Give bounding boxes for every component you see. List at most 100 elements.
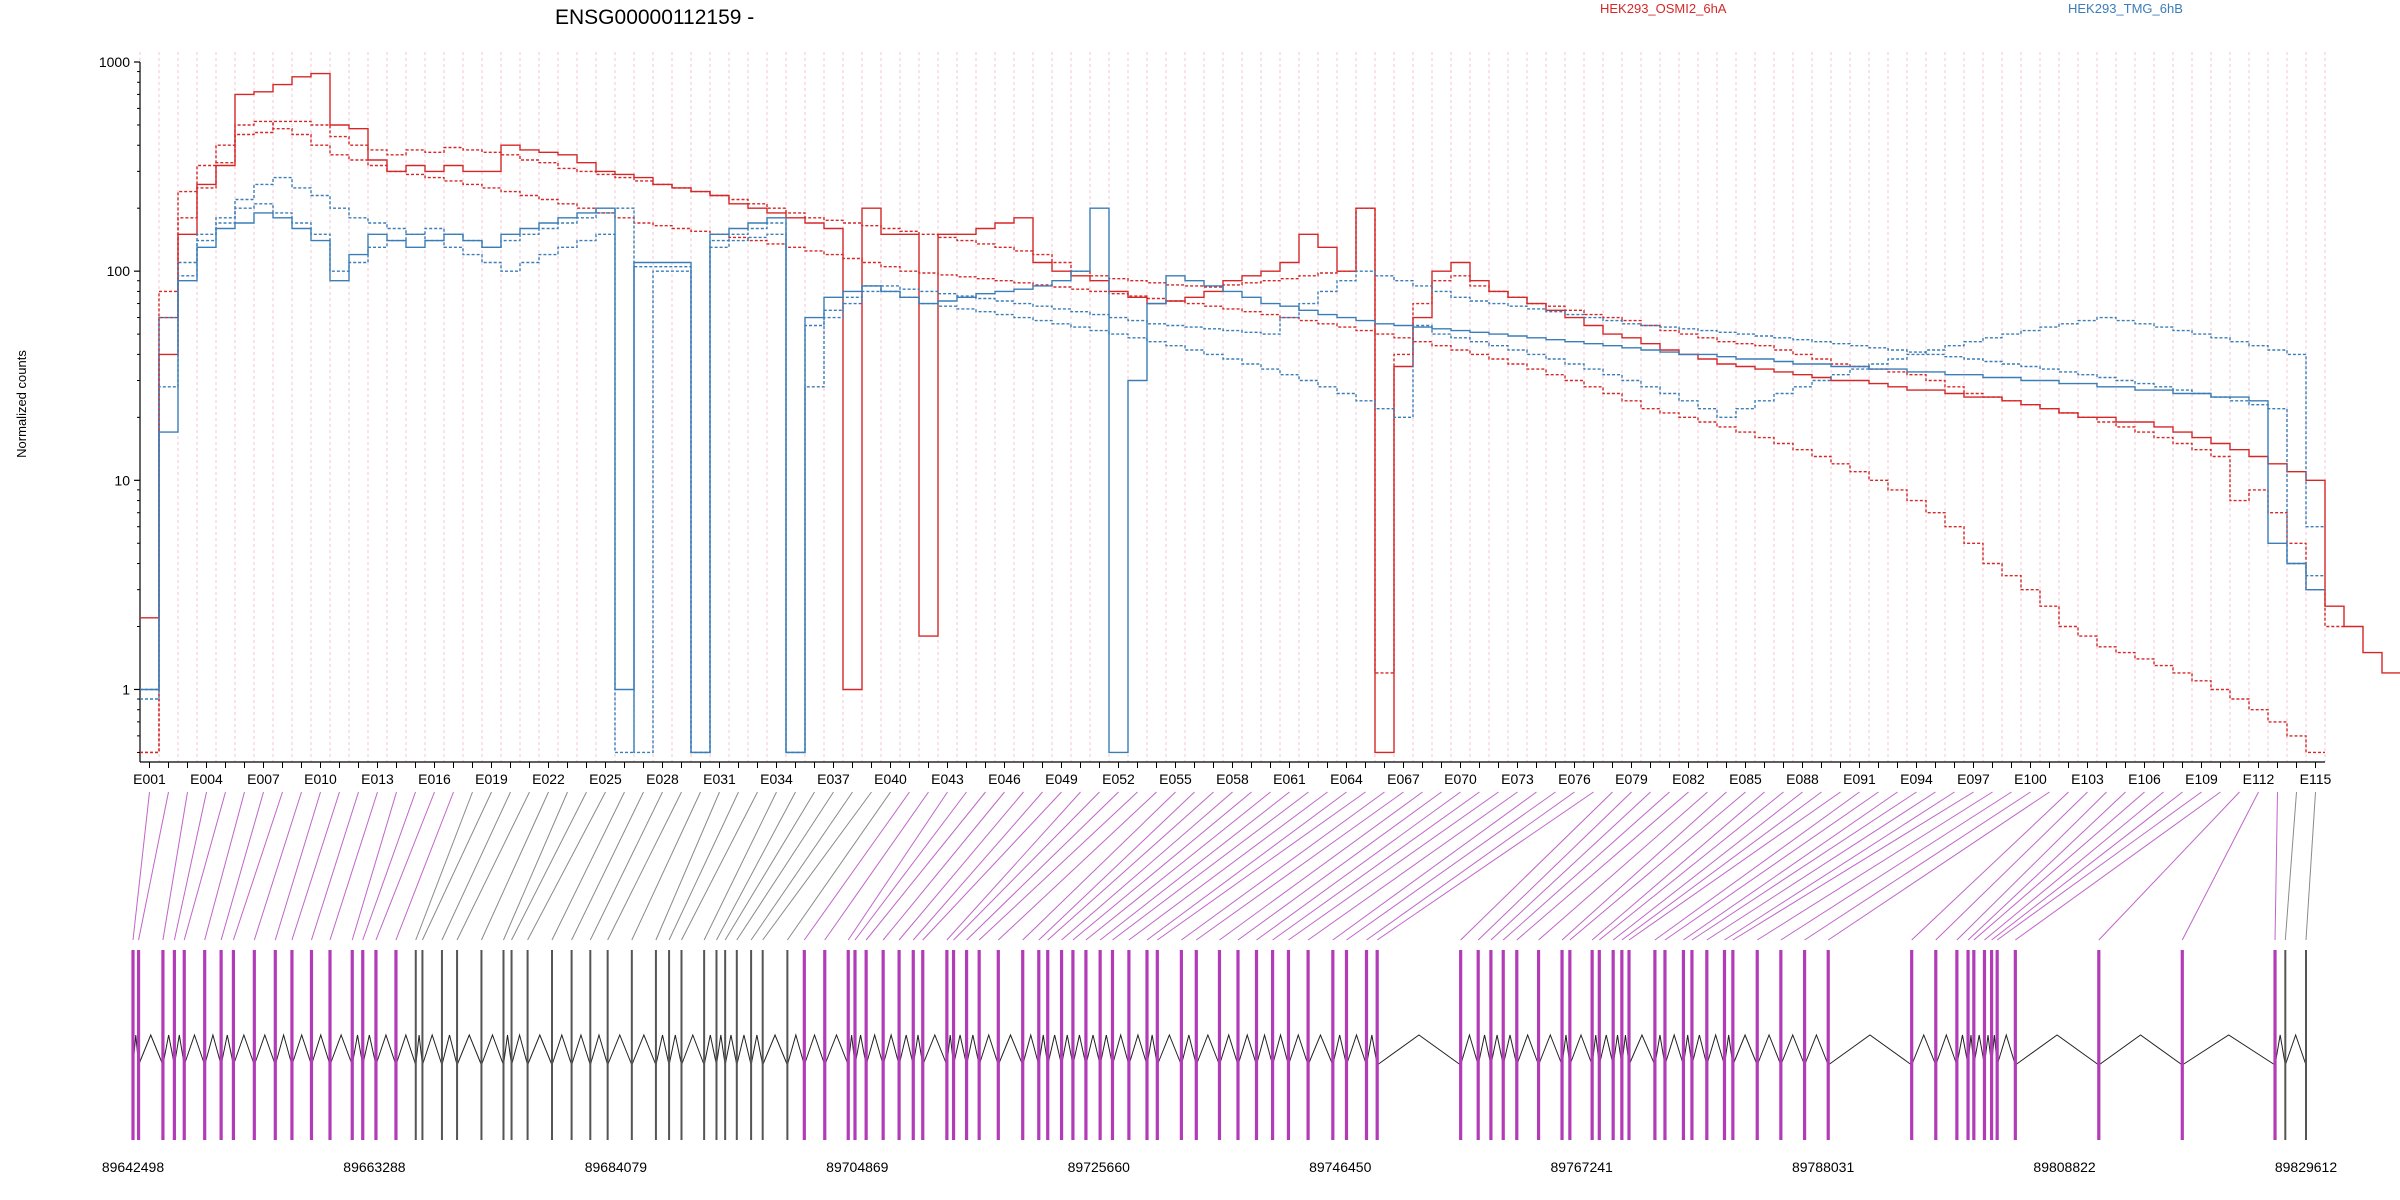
connector: [1128, 791, 1328, 941]
exon-95: [1705, 950, 1709, 1140]
intron: [786, 1033, 805, 1066]
x-tick-label: E064: [1330, 771, 1363, 787]
x-tick-label: E055: [1159, 771, 1192, 787]
connector: [1706, 791, 1936, 941]
connector: [898, 791, 1024, 941]
intron: [922, 1033, 948, 1066]
x-tick-label: E013: [361, 771, 394, 787]
intron: [1664, 1033, 1684, 1066]
exon-45: [864, 950, 868, 1140]
exon-39: [761, 950, 764, 1140]
series-line-5: [140, 176, 2325, 754]
exon-91: [1653, 950, 1657, 1140]
connector: [762, 791, 872, 941]
intron: [138, 1033, 164, 1066]
intron: [1996, 1033, 2016, 1066]
connector: [1072, 791, 1252, 941]
connector: [854, 791, 967, 941]
exon-94: [1690, 950, 1694, 1140]
x-tick-label: E088: [1786, 771, 1819, 787]
exon-32: [668, 950, 671, 1140]
exon-97: [1731, 950, 1735, 1140]
intron: [1598, 1034, 1614, 1066]
intron: [1460, 1033, 1479, 1066]
connector: [882, 791, 1005, 941]
connector: [138, 791, 169, 941]
coordinate-label: 89684079: [585, 1159, 648, 1175]
coordinate-label: 89725660: [1068, 1159, 1131, 1175]
intron: [1780, 1033, 1806, 1066]
connector: [1956, 791, 2107, 941]
connector: [607, 791, 682, 941]
exon-10: [273, 950, 277, 1140]
connector: [736, 791, 834, 941]
intron: [571, 1033, 591, 1066]
intron: [1538, 1033, 1563, 1066]
exon-46: [881, 950, 885, 1140]
intron: [1218, 1033, 1239, 1066]
x-axis: E001 E004 E007 E010 E013 E016 E019 E022 E025 E028…: [133, 761, 2332, 787]
intron: [1804, 1033, 1829, 1066]
exon-78: [1459, 950, 1463, 1140]
y-axis-label: Normalized counts: [14, 350, 29, 458]
connector: [1502, 791, 1670, 941]
exon-68: [1217, 950, 1222, 1140]
exon-96: [1722, 950, 1727, 1140]
connector: [1598, 791, 1784, 941]
connector: [173, 791, 207, 941]
exon-67: [1194, 950, 1198, 1140]
coordinate-label: 89829612: [2275, 1159, 2338, 1175]
connector: [1935, 791, 2088, 941]
intron: [351, 1034, 364, 1066]
intron: [1346, 1033, 1367, 1066]
connector: [1621, 791, 1822, 941]
intron: [456, 1033, 482, 1066]
connector: [1237, 791, 1442, 941]
exon-106: [1972, 950, 1976, 1140]
connector: [1272, 791, 1480, 941]
exon-13: [328, 950, 332, 1140]
connector: [724, 791, 815, 941]
connector: [966, 791, 1119, 941]
exon-54: [996, 950, 1000, 1140]
connector: [1022, 791, 1176, 941]
intron: [1366, 1034, 1378, 1066]
intron: [703, 1034, 717, 1066]
x-tick-label: E097: [1957, 771, 1990, 787]
exon-84: [1560, 950, 1564, 1140]
connector: [1460, 791, 1613, 941]
exon-24: [510, 950, 513, 1140]
exon-101: [1826, 950, 1830, 1140]
connector: [253, 791, 302, 941]
intron: [750, 1034, 764, 1066]
exon-42: [823, 950, 827, 1140]
exon-76: [1364, 950, 1369, 1140]
y-tick-label: 100: [107, 263, 131, 279]
series-line-6: [140, 203, 2325, 754]
exon-63: [1127, 950, 1131, 1140]
connector: [1967, 791, 2126, 941]
exon-38: [750, 950, 753, 1140]
exon-81: [1501, 950, 1505, 1140]
intron: [173, 1034, 185, 1066]
exon-7: [219, 950, 223, 1140]
exon-8: [231, 950, 236, 1140]
connector: [703, 791, 777, 941]
exon-85: [1568, 950, 1572, 1140]
intron: [1935, 1033, 1958, 1066]
exon-93: [1681, 950, 1686, 1140]
connector: [655, 791, 720, 941]
exon-69: [1236, 950, 1240, 1140]
connector: [183, 791, 226, 941]
exon-65: [1155, 950, 1159, 1140]
series-line-2: [140, 120, 2344, 754]
connector: [220, 791, 264, 941]
exon-98: [1755, 950, 1759, 1140]
genomic-coordinates: 89642498 89663288 89684079 89704869 89725660…: [102, 1159, 2338, 1175]
x-tick-label: E070: [1444, 771, 1477, 787]
intron: [803, 1033, 826, 1066]
intron: [204, 1033, 222, 1066]
intron: [589, 1033, 609, 1066]
connector: [978, 791, 1138, 941]
